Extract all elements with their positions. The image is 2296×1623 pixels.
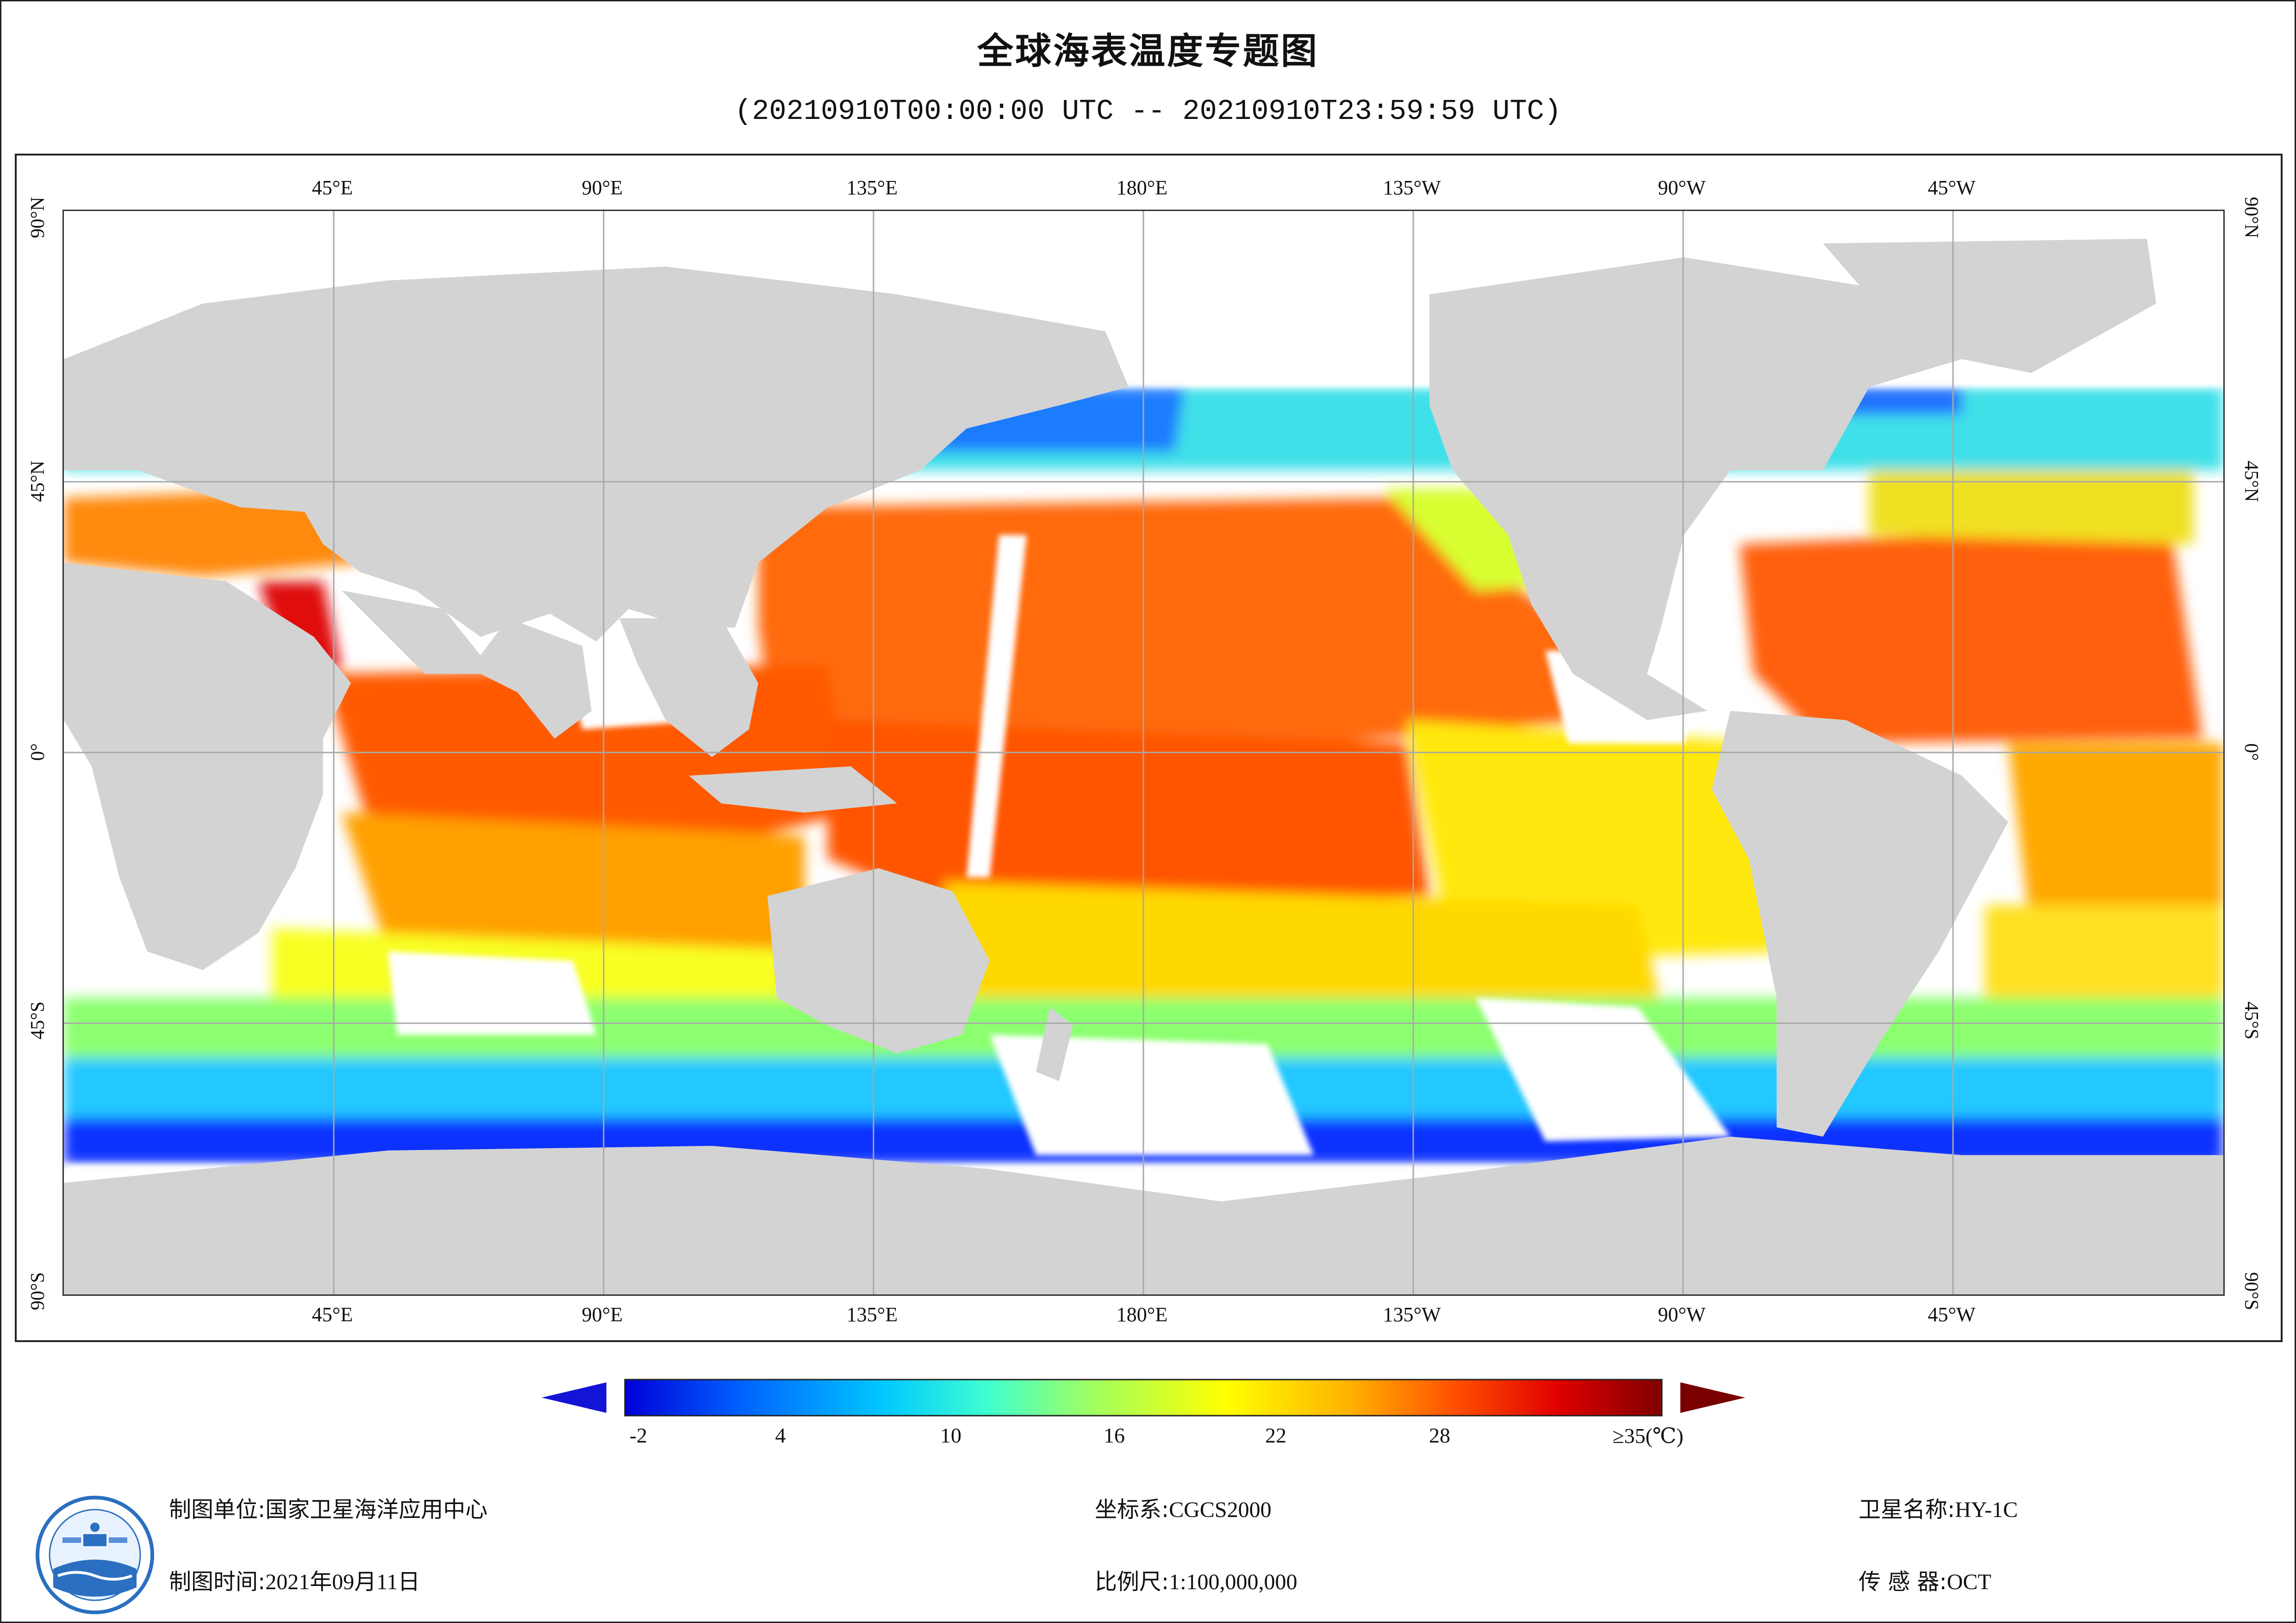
land-new-zealand: [1036, 1007, 1073, 1081]
crs-info: 坐标系:CGCS2000: [1095, 1491, 1272, 1524]
graticule: [64, 211, 2223, 1294]
land-se-asia: [619, 618, 758, 757]
sst-n-atlantic-north-yellow: [1869, 470, 2193, 544]
lat-label-left-90s: 90°S: [27, 1272, 49, 1311]
land-indonesia: [689, 766, 897, 813]
colorbar-label-35: ≥35(℃): [1612, 1424, 1684, 1448]
time-range-subtitle: (20210910T00:00:00 UTC -- 20210910T23:59…: [735, 95, 1561, 128]
scale-label: 比例尺:: [1095, 1569, 1169, 1595]
lat-label-right-45n: 45°N: [2240, 460, 2262, 502]
date-info: 制图时间:2021年09月11日: [169, 1563, 420, 1596]
land-north-america: [1429, 257, 2054, 720]
sst-map[interactable]: [62, 210, 2225, 1296]
producer-label: 制图单位:: [169, 1497, 266, 1523]
lon-label-top-135e: 135°E: [846, 176, 898, 199]
colorbar-label-minus2: -2: [629, 1424, 648, 1447]
lat-label-left-45s: 45°S: [27, 1001, 49, 1040]
lat-label-left-45n: 45°N: [27, 460, 49, 502]
lat-label-left-0: 0°: [27, 743, 49, 761]
nsoas-logo-icon: [36, 1496, 154, 1614]
lon-label-top-90w: 90°W: [1658, 176, 1706, 199]
land-arabia-india: [342, 591, 592, 739]
satellite-label: 卫星名称:: [1859, 1497, 1955, 1523]
land-africa: [64, 563, 351, 970]
no-data-south-indian-clouds: [388, 951, 596, 1035]
scale-info: 比例尺:1:100,000,000: [1095, 1563, 1298, 1596]
colorbar-under-arrow: [542, 1382, 606, 1413]
satellite-info: 卫星名称:HY-1C: [1859, 1491, 2018, 1524]
sst-south-atlantic-orange: [2008, 743, 2223, 933]
lon-label-top-45w: 45°W: [1928, 176, 1976, 199]
map-frame: [15, 154, 2283, 1342]
lat-label-right-90n: 90°N: [2240, 197, 2262, 238]
colorbar-label-28: 28: [1429, 1424, 1450, 1447]
map-title: 全球海表温度专题图: [977, 31, 1319, 72]
lon-label-bottom-45e: 45°E: [312, 1303, 353, 1326]
sst-s-indian-orange: [342, 813, 805, 951]
colorbar-label-16: 16: [1104, 1424, 1125, 1447]
colorbar-over-arrow: [1680, 1382, 1745, 1413]
crs-value: CGCS2000: [1169, 1498, 1272, 1522]
lat-label-right-90s: 90°S: [2240, 1272, 2262, 1311]
sensor-label: 传 感 器:: [1859, 1569, 1947, 1595]
colorbar-label-10: 10: [940, 1424, 961, 1447]
lat-label-left-90n: 90°N: [27, 197, 49, 238]
date-value: 2021年09月11日: [265, 1570, 420, 1594]
sensor-value: OCT: [1947, 1570, 1991, 1594]
lon-label-bottom-180: 180°E: [1116, 1303, 1168, 1326]
lon-label-top-45e: 45°E: [312, 176, 353, 199]
lat-label-right-0: 0°: [2240, 743, 2262, 761]
land-greenland: [1823, 239, 2156, 373]
sst-west-pacific-warm: [828, 720, 1429, 905]
lon-label-bottom-90w: 90°W: [1658, 1303, 1706, 1326]
lon-label-bottom-135e: 135°E: [846, 1303, 898, 1326]
producer-info: 制图单位:国家卫星海洋应用中心: [169, 1491, 487, 1524]
lat-label-right-45s: 45°S: [2240, 1001, 2262, 1040]
lon-label-top-135w: 135°W: [1383, 176, 1441, 199]
lon-label-bottom-135w: 135°W: [1383, 1303, 1441, 1326]
land-south-america: [1712, 711, 2008, 1137]
lon-label-bottom-45w: 45°W: [1928, 1303, 1976, 1326]
scale-value: 1:100,000,000: [1169, 1570, 1298, 1594]
colorbar-gradient: [624, 1379, 1663, 1417]
sst-s-pacific-yellow: [943, 882, 1661, 1012]
colorbar-label-4: 4: [775, 1424, 786, 1447]
sst-colorbar: [542, 1379, 1745, 1417]
crs-label: 坐标系:: [1095, 1497, 1169, 1523]
sst-east-pacific-yellow: [1406, 720, 1800, 961]
land-australia: [767, 868, 990, 1053]
sst-mediterranean: [64, 489, 360, 577]
satellite-value: HY-1C: [1955, 1498, 2018, 1522]
no-data-s-pacific-clouds: [990, 1035, 1314, 1155]
sst-n-atlantic-warm: [1740, 526, 2202, 743]
date-label: 制图时间:: [169, 1569, 266, 1595]
sst-south-atlantic-yellow: [1985, 905, 2223, 1026]
colorbar-label-22: 22: [1265, 1424, 1286, 1447]
sst-n-pacific-warm: [758, 498, 1591, 790]
producer-value: 国家卫星海洋应用中心: [265, 1497, 488, 1523]
sst-map-svg: [64, 211, 2223, 1294]
lon-label-top-90e: 90°E: [581, 176, 623, 199]
no-data-pacific-swath: [967, 535, 1027, 877]
no-data-s-atlantic-clouds: [1476, 998, 1730, 1141]
sensor-info: 传 感 器:OCT: [1859, 1563, 1991, 1596]
lon-label-top-180: 180°E: [1116, 176, 1168, 199]
lon-label-bottom-90e: 90°E: [581, 1303, 623, 1326]
land-europe-asia: [64, 267, 1129, 641]
